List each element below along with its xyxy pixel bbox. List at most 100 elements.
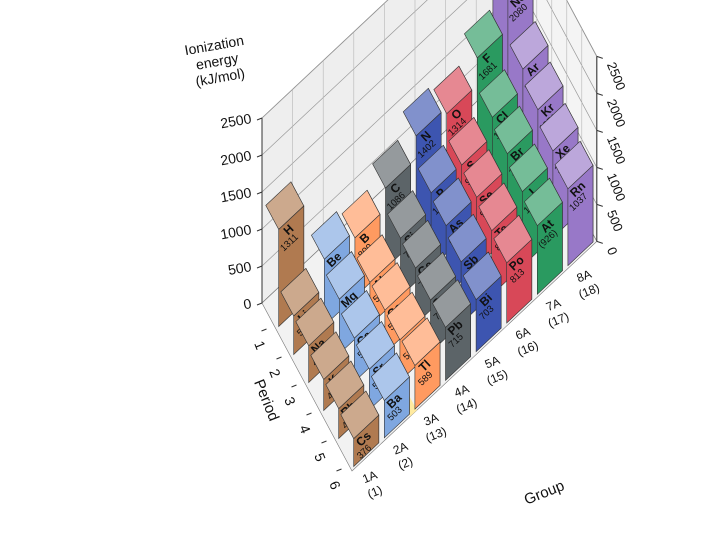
z-axis-tick — [256, 191, 263, 195]
right-z-axis-tick — [596, 129, 603, 133]
group-tick-label-top: 3A — [422, 410, 441, 428]
group-tick-label-top: 5A — [483, 353, 502, 371]
period-tick-label: 6 — [326, 479, 344, 492]
bar-top-face — [356, 321, 395, 370]
bar-top-face — [387, 190, 426, 239]
z-axis-tick — [256, 228, 263, 232]
group-tick-label-top: 6A — [513, 324, 532, 342]
period-tick-label: 2 — [266, 367, 284, 380]
bar-top-face — [448, 116, 488, 166]
z-axis-tick — [256, 117, 263, 121]
period-tick — [261, 328, 267, 332]
period-tick — [321, 440, 327, 444]
z-axis-tick-label: 2500 — [219, 110, 253, 131]
right-z-axis-tick — [596, 203, 603, 207]
bar-top-face — [325, 360, 365, 410]
bar-top-face — [371, 262, 411, 311]
period-tick — [291, 384, 297, 388]
z-axis-tick-label: 0 — [242, 295, 253, 312]
group-tick-label-top: 1A — [360, 468, 379, 486]
group-tick-label-top: 4A — [452, 382, 471, 400]
bar-top-face — [554, 140, 594, 190]
z-axis-tick — [256, 302, 263, 306]
z-axis-tick-label: 2000 — [219, 147, 253, 168]
bar-top-face — [478, 182, 518, 232]
bar-top-face — [493, 214, 533, 264]
bar-top-face — [494, 105, 533, 155]
bar-top-face — [433, 65, 473, 115]
bar-top-face — [326, 251, 365, 300]
bar-at: At(926) — [524, 177, 563, 295]
group-tick-label-top: 2A — [391, 439, 410, 457]
element-symbol-label: Ne — [507, 0, 528, 10]
right-z-axis-tick-label: 1000 — [604, 171, 629, 203]
bar-top-face — [432, 279, 471, 328]
bar-top-face — [463, 149, 503, 198]
z-axis-tick-label: 500 — [227, 258, 253, 278]
group-tick-label-bottom: (2) — [396, 454, 415, 472]
period-tick — [276, 356, 282, 360]
bar-top-face — [295, 297, 335, 347]
right-z-axis-tick-label: 500 — [604, 208, 626, 234]
bar-top-face — [402, 219, 441, 269]
z-axis-tick — [256, 265, 263, 269]
period-axis-title: Period — [250, 377, 282, 424]
right-z-axis-tick-label: 2500 — [604, 60, 629, 92]
bar-top-face — [524, 61, 564, 111]
bar-top-face — [509, 21, 549, 70]
bar-top-face — [524, 177, 563, 227]
bar-top-face — [402, 87, 442, 137]
bar-top-face — [417, 251, 456, 301]
bars-layer: He2372Ne2080Ar1520Kr1351Xe1170Rn1037F168… — [265, 0, 594, 468]
bar-top-face — [464, 9, 503, 59]
bar-top-face — [417, 144, 457, 194]
bar-top-face — [372, 139, 411, 189]
z-axis-title-line-2: energy — [195, 49, 240, 72]
bar-top-face — [447, 213, 487, 263]
bar-top-face — [479, 69, 518, 118]
bar-top-face — [341, 189, 381, 239]
period-tick-label: 4 — [296, 423, 314, 436]
z-axis-tick — [256, 154, 263, 158]
bar-top-face — [311, 211, 350, 260]
period-tick — [336, 468, 342, 472]
right-z-axis-tick-label: 0 — [604, 245, 621, 257]
bar-top-face — [462, 251, 502, 301]
bar-top-face — [280, 267, 320, 317]
right-z-axis-tick — [596, 166, 603, 170]
period-tick-label: 1 — [251, 339, 269, 352]
bar-top-face — [371, 352, 410, 401]
bar-top-face — [386, 291, 426, 341]
z-axis-tick-label: 1000 — [219, 221, 253, 242]
bar-top-face — [356, 234, 396, 283]
bar-top-face — [401, 317, 441, 366]
z-axis-tick-label: 1500 — [219, 184, 253, 205]
period-tick-label: 3 — [281, 395, 299, 408]
right-z-axis-tick-label: 1500 — [604, 134, 629, 166]
group-tick-label-top: 7A — [544, 295, 563, 313]
bar-top-face — [265, 181, 305, 230]
bar-top-face — [341, 290, 380, 339]
period-tick-label: 5 — [311, 451, 329, 464]
bar-top-face — [310, 331, 350, 380]
group-tick-label-bottom: (1) — [365, 483, 384, 501]
right-z-axis-tick — [596, 240, 603, 244]
right-z-axis-tick — [596, 55, 603, 59]
bar-top-face — [509, 143, 548, 193]
period-tick — [306, 412, 312, 416]
right-z-axis-tick — [596, 92, 603, 96]
bar-top-face — [432, 177, 472, 227]
group-axis-title: Group — [522, 477, 567, 508]
bar-top-face — [340, 390, 380, 440]
bar-top-face — [539, 102, 579, 152]
group-tick-label-top: 8A — [575, 267, 594, 285]
